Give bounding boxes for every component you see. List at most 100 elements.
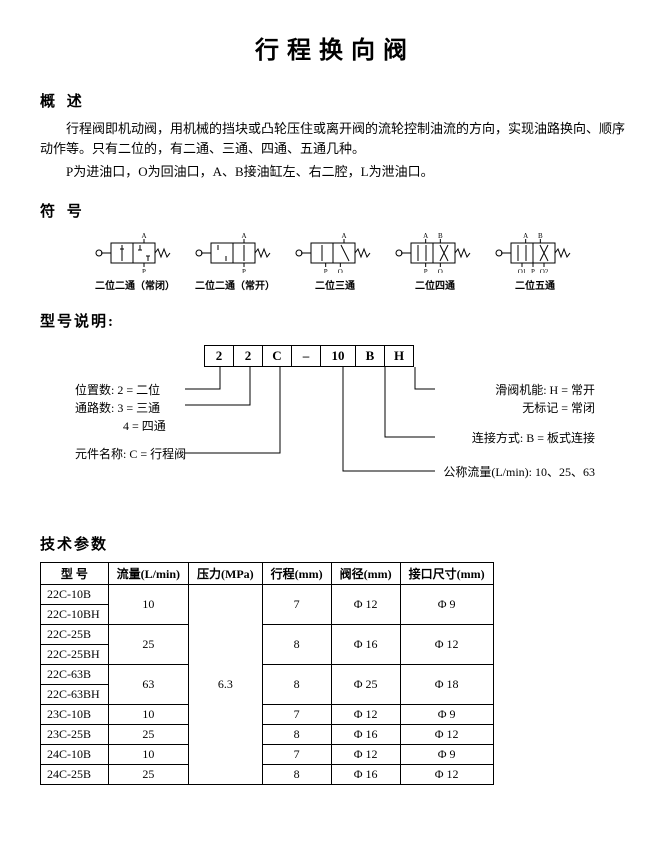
model-code-box: B bbox=[355, 345, 385, 367]
svg-text:O2: O2 bbox=[540, 268, 549, 273]
model-left-4: 元件名称: C = 行程阀 bbox=[75, 445, 186, 463]
cell-flow: 10 bbox=[108, 584, 188, 624]
model-code-box: – bbox=[291, 345, 321, 367]
svg-text:P: P bbox=[424, 268, 428, 273]
cell-model: 23C-25B bbox=[41, 724, 109, 744]
svg-text:B: B bbox=[438, 233, 443, 240]
model-left-3: 4 = 四通 bbox=[75, 417, 166, 435]
svg-text:P: P bbox=[324, 268, 328, 273]
svg-text:B: B bbox=[538, 233, 543, 240]
cell-bore: Φ 12 bbox=[331, 704, 400, 724]
valve-symbol-label: 二位四通 bbox=[415, 277, 455, 292]
cell-bore: Φ 16 bbox=[331, 624, 400, 664]
specs-heading: 技术参数 bbox=[40, 533, 630, 554]
table-row: 24C-10B107Φ 12Φ 9 bbox=[41, 744, 494, 764]
cell-port: Φ 18 bbox=[400, 664, 493, 704]
symbols-row: A P 二位二通（常闭） A P 二位二通（常开） A P O 二位三通 A B P O 二位四通 A B O1 P… bbox=[40, 233, 630, 292]
cell-model: 22C-63BH bbox=[41, 684, 109, 704]
spec-table: 型 号流量(L/min)压力(MPa)行程(mm)阀径(mm)接口尺寸(mm)2… bbox=[40, 562, 494, 785]
valve-symbol: A P 二位二通（常开） bbox=[195, 233, 275, 292]
model-right-1: 滑阀机能: H = 常开 bbox=[495, 381, 595, 399]
table-row: 24C-25B25 8Φ 16Φ 12 bbox=[41, 764, 494, 784]
model-left-1: 位置数: 2 = 二位 bbox=[75, 381, 160, 399]
model-code-box: C bbox=[262, 345, 292, 367]
model-right-3: 连接方式: B = 板式连接 bbox=[472, 429, 595, 447]
cell-bore: Φ 12 bbox=[331, 584, 400, 624]
cell-stroke: 7 bbox=[262, 584, 331, 624]
svg-text:P: P bbox=[242, 268, 246, 273]
table-header: 压力(MPa) bbox=[189, 562, 263, 584]
valve-symbol-label: 二位二通（常闭） bbox=[95, 277, 175, 292]
overview-p1: 行程阀即机动阀，用机械的挡块或凸轮压住或离开阀的流轮控制油流的方向，实现油路换向… bbox=[40, 119, 630, 158]
valve-symbol-label: 二位二通（常开） bbox=[195, 277, 275, 292]
cell-flow: 63 bbox=[108, 664, 188, 704]
cell-pressure: 6.3 bbox=[189, 584, 263, 784]
cell-model: 24C-25B bbox=[41, 764, 109, 784]
model-left-2: 通路数: 3 = 三通 bbox=[75, 399, 160, 417]
model-code-box: 10 bbox=[320, 345, 356, 367]
cell-stroke: 8 bbox=[262, 664, 331, 704]
svg-text:P: P bbox=[531, 268, 535, 273]
cell-stroke: 8 bbox=[262, 764, 331, 784]
cell-model: 22C-25BH bbox=[41, 644, 109, 664]
valve-symbol: A P 二位二通（常闭） bbox=[95, 233, 175, 292]
model-heading: 型号说明: bbox=[40, 310, 630, 331]
svg-text:A: A bbox=[241, 233, 246, 240]
cell-bore: Φ 25 bbox=[331, 664, 400, 704]
svg-text:O: O bbox=[338, 268, 343, 273]
valve-symbol-label: 二位三通 bbox=[315, 277, 355, 292]
model-right-2: 无标记 = 常闭 bbox=[462, 399, 595, 417]
svg-text:O1: O1 bbox=[518, 268, 527, 273]
cell-model: 22C-25B bbox=[41, 624, 109, 644]
svg-text:A: A bbox=[423, 233, 428, 240]
table-header: 行程(mm) bbox=[262, 562, 331, 584]
cell-bore: Φ 16 bbox=[331, 764, 400, 784]
cell-stroke: 7 bbox=[262, 744, 331, 764]
valve-symbol: A P O 二位三通 bbox=[295, 233, 375, 292]
model-code-box: 2 bbox=[204, 345, 234, 367]
model-right-4: 公称流量(L/min): 10、25、63 bbox=[443, 463, 595, 481]
table-row: 22C-10B106.37Φ 12Φ 9 bbox=[41, 584, 494, 604]
table-row: 23C-25B25 8Φ 16Φ 12 bbox=[41, 724, 494, 744]
symbols-heading: 符 号 bbox=[40, 200, 630, 221]
table-header: 型 号 bbox=[41, 562, 109, 584]
page-title: 行程换向阀 bbox=[40, 30, 630, 65]
cell-flow: 25 bbox=[108, 764, 188, 784]
cell-stroke: 8 bbox=[262, 724, 331, 744]
table-row: 23C-10B10 7Φ 12Φ 9 bbox=[41, 704, 494, 724]
cell-stroke: 7 bbox=[262, 704, 331, 724]
table-header: 阀径(mm) bbox=[331, 562, 400, 584]
cell-bore: Φ 12 bbox=[331, 744, 400, 764]
table-row: 22C-63B638Φ 25Φ 18 bbox=[41, 664, 494, 684]
cell-model: 22C-10B bbox=[41, 584, 109, 604]
overview-heading: 概 述 bbox=[40, 90, 630, 111]
cell-port: Φ 9 bbox=[400, 704, 493, 724]
cell-port: Φ 9 bbox=[400, 584, 493, 624]
cell-flow: 10 bbox=[108, 704, 188, 724]
cell-port: Φ 12 bbox=[400, 764, 493, 784]
cell-port: Φ 12 bbox=[400, 624, 493, 664]
cell-stroke: 8 bbox=[262, 624, 331, 664]
svg-text:A: A bbox=[341, 233, 346, 240]
svg-text:P: P bbox=[142, 268, 146, 273]
svg-text:O: O bbox=[438, 268, 443, 273]
overview-p2: P为进油口，O为回油口，A、B接油缸左、右二腔，L为泄油口。 bbox=[40, 162, 630, 182]
table-header: 流量(L/min) bbox=[108, 562, 188, 584]
cell-port: Φ 9 bbox=[400, 744, 493, 764]
svg-text:A: A bbox=[523, 233, 528, 240]
cell-model: 24C-10B bbox=[41, 744, 109, 764]
model-code-diagram: 22C–10BH 位置数: 2 = 二位 通路数: 3 = 三通 4 = 四通 … bbox=[75, 345, 595, 515]
valve-symbol-label: 二位五通 bbox=[515, 277, 555, 292]
cell-port: Φ 12 bbox=[400, 724, 493, 744]
svg-text:A: A bbox=[141, 233, 146, 240]
table-row: 22C-25B258Φ 16Φ 12 bbox=[41, 624, 494, 644]
table-header: 接口尺寸(mm) bbox=[400, 562, 493, 584]
cell-model: 23C-10B bbox=[41, 704, 109, 724]
cell-bore: Φ 16 bbox=[331, 724, 400, 744]
valve-symbol: A B O1 P O2 二位五通 bbox=[495, 233, 575, 292]
cell-flow: 25 bbox=[108, 624, 188, 664]
cell-flow: 25 bbox=[108, 724, 188, 744]
valve-symbol: A B P O 二位四通 bbox=[395, 233, 475, 292]
model-code-box: H bbox=[384, 345, 414, 367]
model-code-box: 2 bbox=[233, 345, 263, 367]
